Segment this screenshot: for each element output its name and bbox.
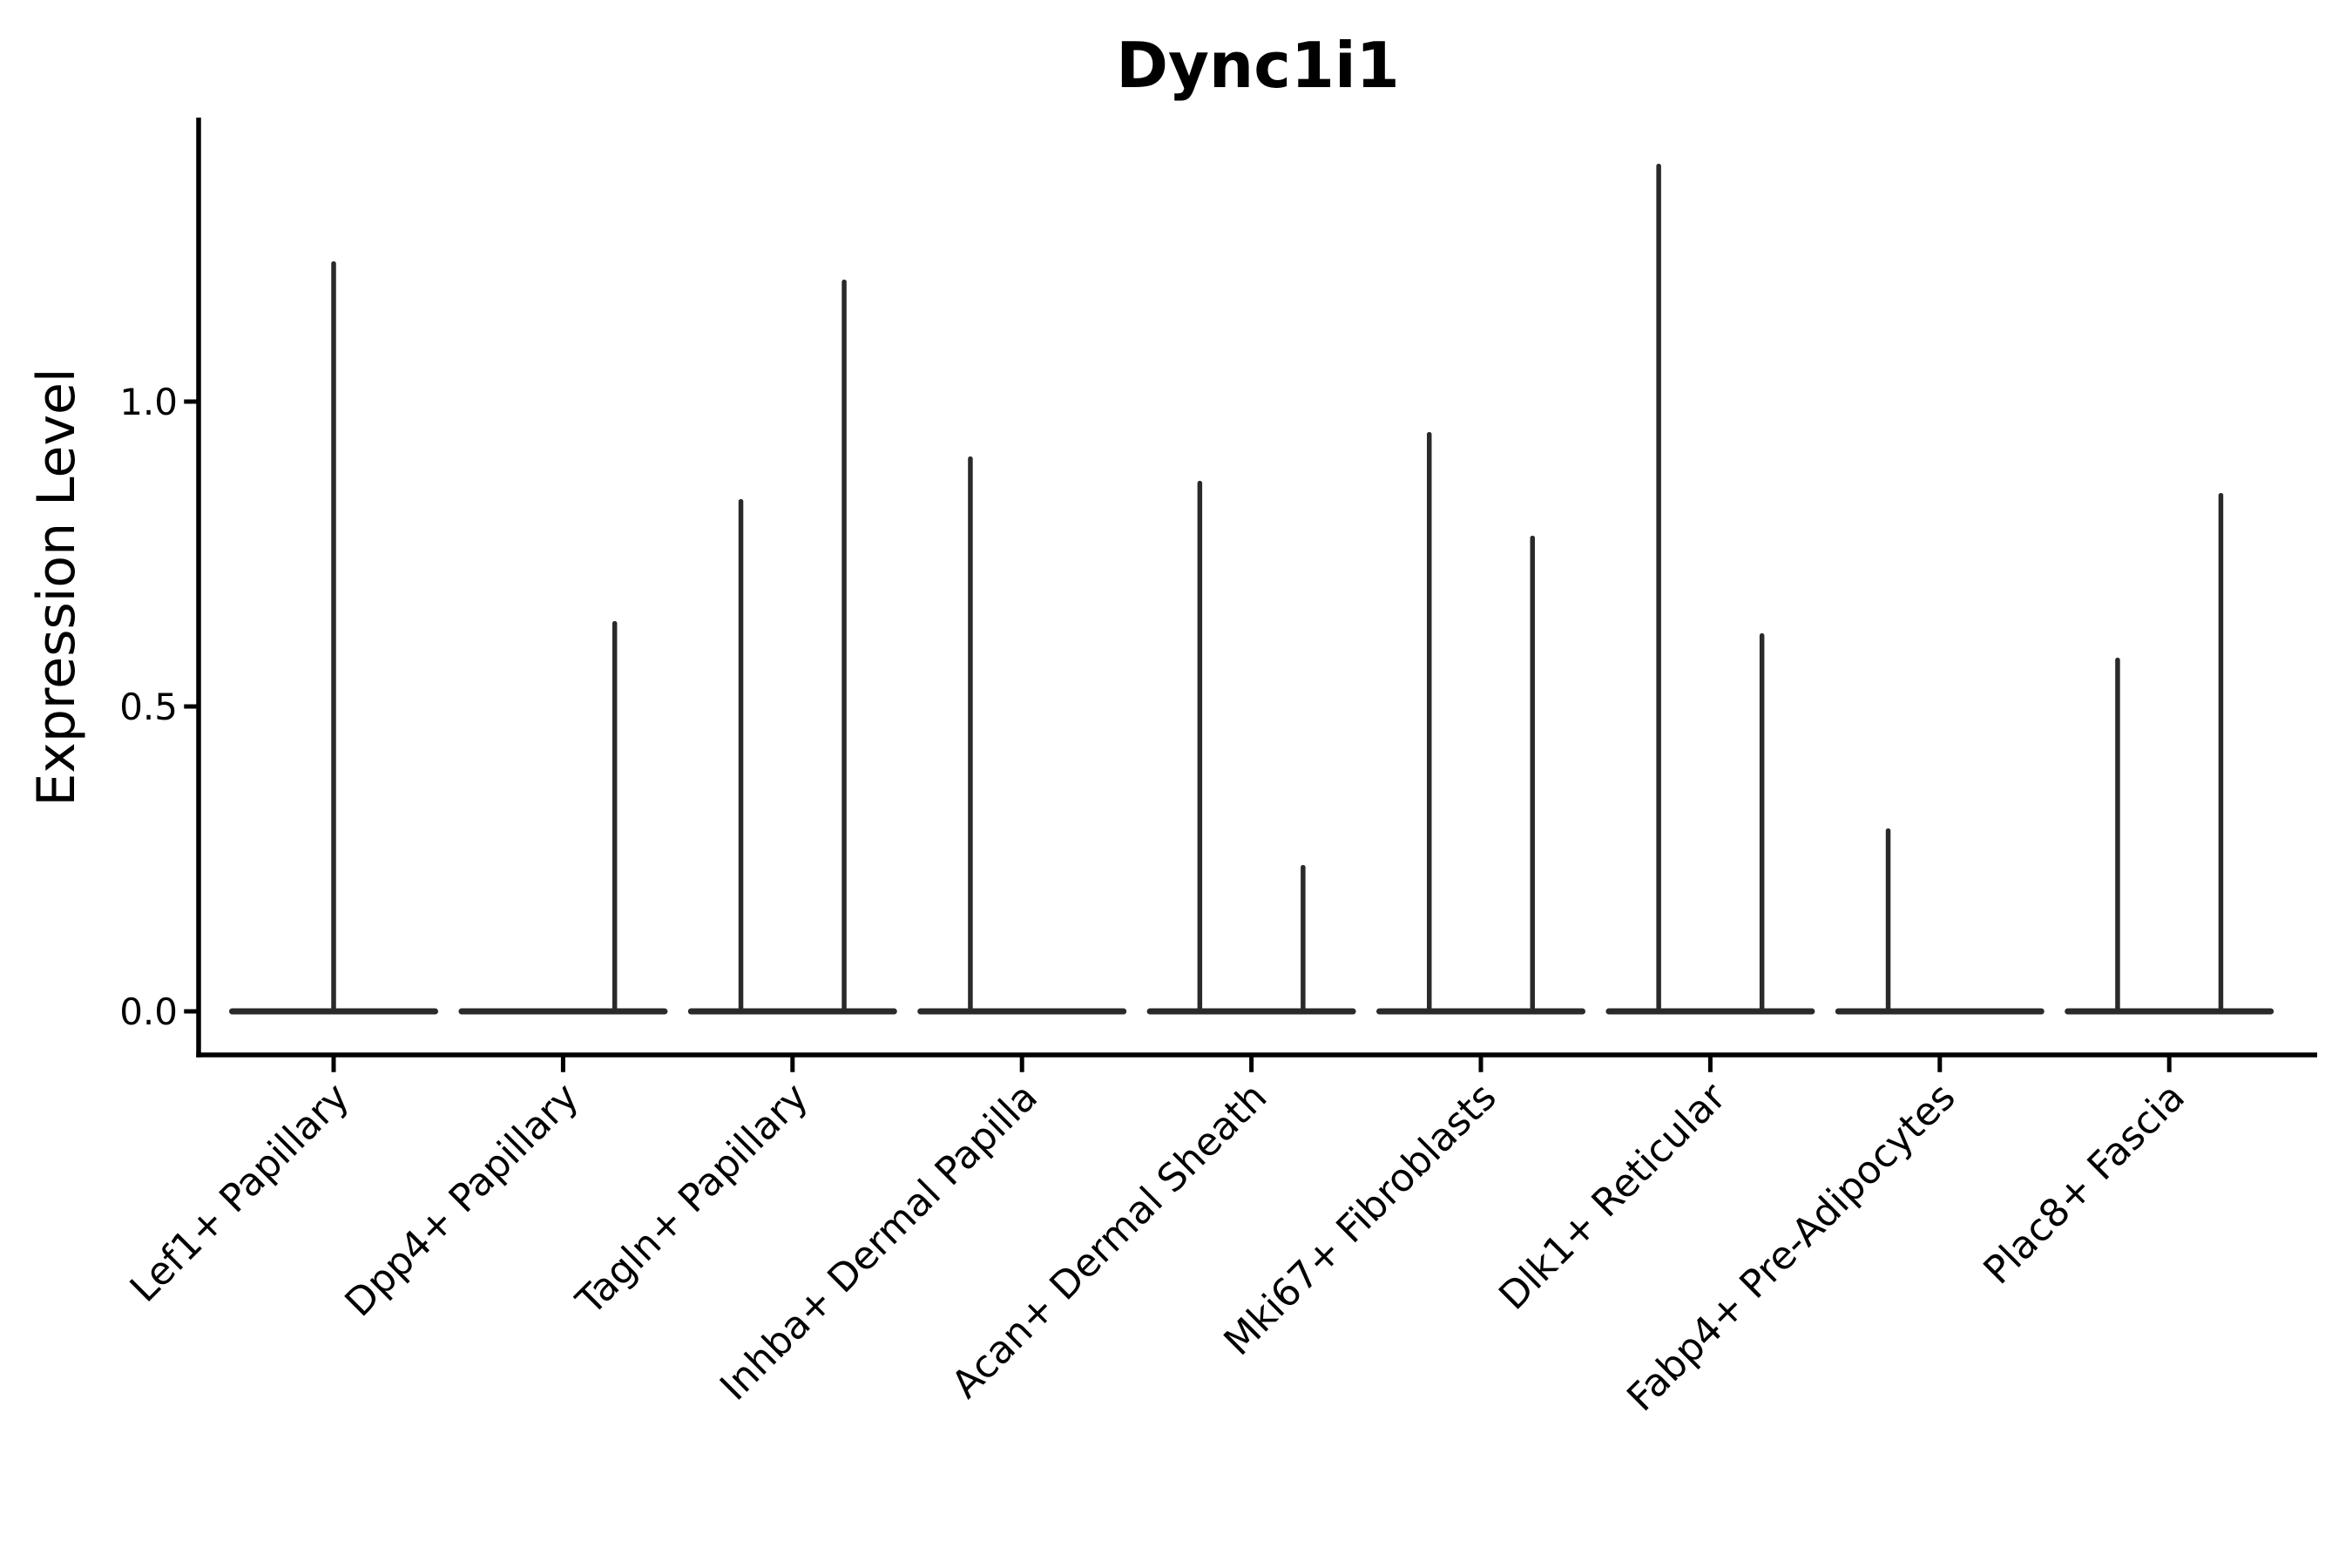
violin bbox=[229, 261, 438, 1015]
violin-body bbox=[1835, 1008, 2044, 1015]
x-tick-label: Tagln+ Papillary bbox=[567, 1075, 816, 1324]
violin-body bbox=[687, 1008, 897, 1015]
violin-spike bbox=[1426, 432, 1432, 1014]
x-tick-label: Lef1+ Papillary bbox=[122, 1075, 358, 1311]
chart-title: Dync1i1 bbox=[1116, 29, 1400, 102]
violin-spike bbox=[968, 456, 973, 1014]
x-tick-label: Dpp4+ Papillary bbox=[337, 1075, 588, 1326]
violin-body bbox=[1605, 1008, 1815, 1015]
violin-spike bbox=[1301, 865, 1306, 1014]
violin-spike bbox=[1759, 633, 1765, 1014]
x-tick-label: Dlk1+ Reticular bbox=[1490, 1074, 1735, 1319]
violin-spike bbox=[2115, 658, 2120, 1014]
violin-spike bbox=[612, 621, 618, 1014]
violin bbox=[458, 621, 668, 1015]
x-tick-label: Plac8+ Fascia bbox=[1975, 1075, 2193, 1294]
violin-body bbox=[1146, 1008, 1356, 1015]
violin bbox=[1376, 432, 1585, 1015]
violin bbox=[1605, 164, 1815, 1015]
violin-body bbox=[1376, 1008, 1585, 1015]
violin-body bbox=[2065, 1008, 2274, 1015]
y-axis-label: Expression Level bbox=[26, 368, 87, 806]
violins-layer bbox=[229, 164, 2274, 1015]
violin bbox=[2065, 493, 2274, 1015]
violin-body bbox=[917, 1008, 1127, 1015]
violin-body bbox=[458, 1008, 668, 1015]
violin bbox=[687, 280, 897, 1015]
violin bbox=[1146, 481, 1356, 1015]
violin-spike bbox=[1656, 164, 1661, 1014]
y-tick-label: 0.5 bbox=[119, 686, 178, 728]
violin bbox=[1835, 828, 2044, 1015]
violin-spike bbox=[841, 280, 847, 1014]
violin-spike bbox=[1530, 536, 1536, 1014]
y-tick-label: 1.0 bbox=[119, 381, 178, 423]
violin bbox=[917, 456, 1127, 1015]
y-tick-label: 0.0 bbox=[119, 990, 178, 1033]
violin-spike bbox=[2218, 493, 2224, 1014]
violin-spike bbox=[1197, 481, 1203, 1014]
violin-spike bbox=[738, 499, 744, 1014]
violin-spike bbox=[331, 261, 336, 1014]
violin-spike bbox=[1885, 828, 1891, 1014]
